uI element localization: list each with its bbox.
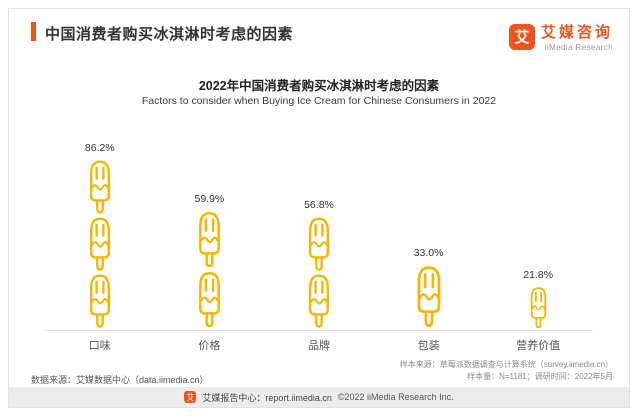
chart-labels: 口味 价格 品牌 包装 营养价值 bbox=[45, 337, 593, 353]
footer-copyright: ©2022 iiMedia Research Inc. bbox=[337, 392, 454, 402]
value-label: 56.8% bbox=[304, 199, 334, 211]
title-accent-bar bbox=[31, 22, 36, 41]
popsicle-icon bbox=[198, 271, 220, 328]
popsicle-icon bbox=[89, 160, 110, 214]
popsicle-icon bbox=[89, 217, 110, 271]
header: 中国消费者购买冰淇淋时考虑的因素 艾 艾媒咨询 iiMedia Research bbox=[31, 21, 613, 52]
chart-bar-5: 21.8% bbox=[486, 269, 590, 330]
brand-logo: 艾 艾媒咨询 iiMedia Research bbox=[508, 21, 613, 52]
iimedia-logo-icon: 艾 bbox=[508, 23, 535, 50]
iimedia-footer-icon: 艾 bbox=[184, 391, 197, 403]
category-label: 口味 bbox=[88, 340, 111, 352]
footer-bar: 艾 艾媒报告中心：report.iimedia.cn ©2022 iiMedia… bbox=[9, 387, 629, 407]
footer-report-link[interactable]: 艾媒报告中心：report.iimedia.cn bbox=[202, 392, 332, 403]
popsicle-icon bbox=[89, 274, 110, 328]
sample-info-note: 样本量：N=1181；调研时间：2022年5月 bbox=[467, 372, 613, 382]
sample-notes: 样本来源：草莓派数据调查与计算系统（survey.iimedia.cn） 样本量… bbox=[400, 359, 613, 384]
category-label: 价格 bbox=[198, 340, 221, 352]
page-title: 中国消费者购买冰淇淋时考虑的因素 bbox=[45, 26, 294, 43]
brand-text: 艾媒咨询 iiMedia Research bbox=[541, 21, 613, 52]
chart-title: 2022年中国消费者购买冰淇淋时考虑的因素 bbox=[198, 79, 440, 93]
chart-bar-2: 59.9% bbox=[157, 193, 261, 330]
sample-source-note: 样本来源：草莓派数据调查与计算系统（survey.iimedia.cn） bbox=[399, 360, 613, 369]
chart-subtitle: Factors to consider when Buying Ice Crea… bbox=[141, 95, 497, 107]
popsicle-icon bbox=[198, 211, 220, 268]
chart-bar-4: 33.0% bbox=[377, 247, 481, 330]
popsicle-icon bbox=[530, 287, 546, 329]
chart-bar-1: 86.2% bbox=[48, 142, 152, 330]
value-label: 33.0% bbox=[413, 247, 444, 259]
report-card: 中国消费者购买冰淇淋时考虑的因素 艾 艾媒咨询 iiMedia Research… bbox=[8, 8, 630, 408]
chart-canvas: 86.2% 59.9% 56.8% 33.0% 21.8% bbox=[45, 109, 593, 331]
category-label: 包装 bbox=[417, 340, 440, 352]
brand-name: 艾媒咨询 bbox=[540, 24, 613, 41]
chart-bar-3: 56.8% bbox=[267, 199, 371, 330]
popsicle-icon bbox=[417, 266, 440, 327]
brand-subtitle: iiMedia Research bbox=[544, 43, 613, 52]
popsicle-icon bbox=[308, 274, 329, 328]
popsicle-icon bbox=[308, 217, 329, 271]
value-label: 21.8% bbox=[523, 269, 554, 281]
data-source-note: 数据来源：艾媒数据中心（data.iimedia.cn） bbox=[31, 375, 209, 385]
value-label: 59.9% bbox=[194, 193, 225, 205]
category-label: 营养价值 bbox=[516, 340, 561, 352]
value-label: 86.2% bbox=[84, 142, 115, 154]
category-label: 品牌 bbox=[307, 340, 330, 352]
